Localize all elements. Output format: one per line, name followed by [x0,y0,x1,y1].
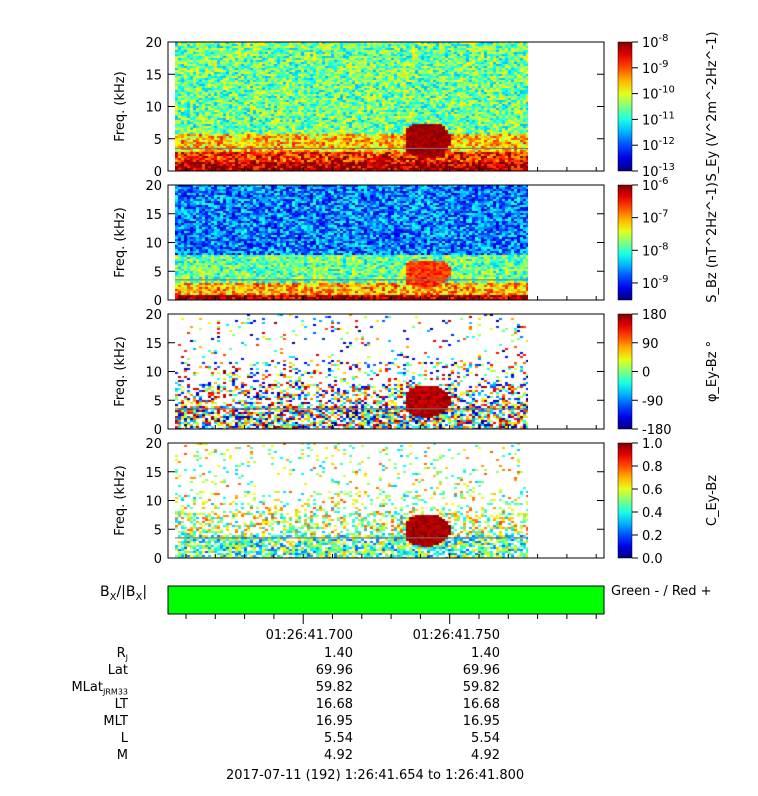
y-tick-label: 20 [145,308,162,323]
y-tick-label: 0 [154,552,162,567]
ephemeris-value: 1.40 [324,646,353,661]
colorbar-label: S_Bz (nT^2Hz^-1) [705,182,720,303]
ephemeris-row-label: Lat [107,663,128,678]
colorbar-tick-label: 0 [642,366,650,381]
colorbar-tick-label: 10-6 [642,176,669,194]
y-tick-label: 5 [154,265,162,280]
y-tick-label: 5 [154,394,162,409]
colorbar-tick-label: 0.2 [642,529,663,544]
y-tick-label: 10 [145,237,162,252]
colorbar-tick-label: -180 [642,423,672,438]
colorbar-tick-label: 10-8 [642,33,669,51]
ephemeris-value: 5.54 [471,731,500,746]
colorbar-tick-label: 0.6 [642,483,663,498]
colorbar [617,442,633,559]
bx-label: BX/|BX| [100,584,148,603]
ephemeris-value: 59.82 [315,680,353,695]
colorbar [617,41,633,172]
ephemeris-row-label: RJ [116,646,128,663]
panel-frame [167,184,605,301]
bx-legend: Green - / Red + [611,584,712,599]
y-tick-label: 15 [145,68,162,83]
colorbar-tick-label: 180 [642,308,667,323]
colorbar-tick-label: 10-11 [642,110,675,128]
y-tick-label: 10 [145,101,162,116]
colorbar-label: S_Ey (V^2m^-2Hz^-1) [705,32,720,182]
y-axis-label: Freq. (kHz) [113,71,128,141]
colorbar [617,184,633,301]
y-axis-label: Freq. (kHz) [113,465,128,535]
ephemeris-value: 16.68 [462,697,500,712]
y-tick-label: 20 [145,36,162,51]
ephemeris-value: 4.92 [324,748,353,763]
y-tick-label: 10 [145,366,162,381]
colorbar-tick-label: 10-12 [642,136,675,154]
colorbar-tick-label: 0.8 [642,460,663,475]
y-tick-label: 15 [145,337,162,352]
colorbar-tick-label: 10-9 [642,59,669,77]
spectrogram-image [175,42,528,171]
colorbar-tick-label: 10-10 [642,85,675,103]
time-tick-label: 01:26:41.700 [265,628,353,643]
colorbar-tick-label: 1.0 [642,437,663,452]
ephemeris-value: 16.95 [315,714,353,729]
y-tick-label: 0 [154,165,162,180]
y-tick-label: 15 [145,466,162,481]
ephemeris-row-label: MLatJRM33 [71,680,128,697]
y-tick-label: 0 [154,423,162,438]
colorbar-tick-label: -90 [642,394,663,409]
ephemeris-value: 1.40 [471,646,500,661]
ephemeris-value: 4.92 [471,748,500,763]
colorbar-tick-label: 10-9 [642,274,669,292]
bx-sign-bar [167,585,605,615]
y-tick-label: 20 [145,179,162,194]
colorbar-tick-label: 90 [642,337,659,352]
y-axis-label: Freq. (kHz) [113,336,128,406]
ephemeris-value: 16.68 [315,697,353,712]
colorbar-tick-label: 10-7 [642,209,669,227]
spectrogram-image [175,185,528,300]
ephemeris-value: 69.96 [462,663,500,678]
ephemeris-value: 69.96 [315,663,353,678]
ephemeris-row-label: LT [114,697,128,712]
y-tick-label: 0 [154,294,162,309]
panel-frame [167,41,605,172]
ephemeris-value: 16.95 [462,714,500,729]
time-tick-label: 01:26:41.750 [412,628,500,643]
ephemeris-value: 59.82 [462,680,500,695]
colorbar-label: C_Ey-Bz [705,475,720,526]
ephemeris-row-label: M [116,748,128,763]
colorbar-tick-label: 0.4 [642,506,663,521]
spectrogram-image [175,443,528,558]
y-tick-label: 5 [154,523,162,538]
ephemeris-row-label: L [120,731,128,746]
y-axis-label: Freq. (kHz) [113,207,128,277]
ephemeris-value: 5.54 [324,731,353,746]
y-tick-label: 20 [145,437,162,452]
colorbar-tick-label: 0.0 [642,552,663,567]
y-tick-label: 5 [154,133,162,148]
y-tick-label: 10 [145,495,162,510]
y-tick-label: 15 [145,208,162,223]
colorbar [617,313,633,430]
panel-frame [167,313,605,430]
colorbar-tick-label: 10-8 [642,241,669,259]
time-range-label: 2017-07-11 (192) 1:26:41.654 to 1:26:41.… [226,768,525,783]
spectrogram-image [175,314,528,429]
panel-frame [167,442,605,559]
colorbar-label: φ_Ey-Bz ° [705,341,720,402]
ephemeris-row-label: MLT [103,714,128,729]
